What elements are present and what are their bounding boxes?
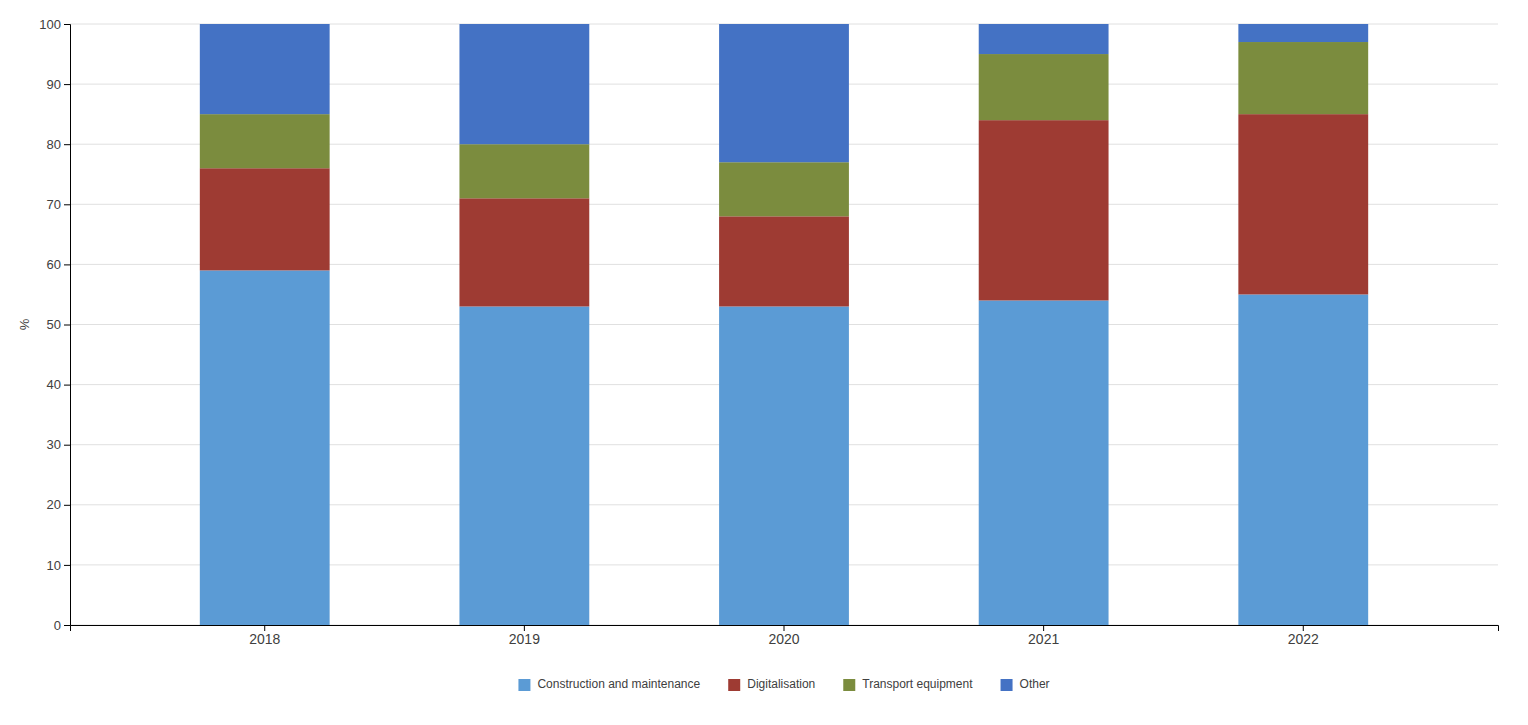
x-tick: 2021 (1028, 625, 1059, 647)
y-tick-mark (64, 84, 70, 85)
y-tick: 80 (47, 137, 70, 152)
y-tick-mark (64, 204, 70, 205)
y-axis-line (64, 25, 71, 626)
legend: Construction and maintenance Digitalisati… (518, 677, 1049, 691)
bar (1238, 294, 1368, 625)
legend-swatch (728, 679, 740, 691)
y-tick-label: 30 (47, 437, 61, 452)
x-tick: 2022 (1288, 625, 1319, 647)
bar (719, 216, 849, 306)
y-tick-mark (64, 565, 70, 566)
y-tick: 90 (47, 77, 70, 92)
y-tick: 10 (47, 558, 70, 573)
legend-swatch (1001, 679, 1013, 691)
legend-item: Other (1001, 677, 1050, 691)
chart: 0102030405060708090100201820192020202120… (0, 0, 1528, 725)
legend-label: Transport equipment (862, 677, 973, 691)
bar (459, 144, 589, 198)
legend-swatch (518, 679, 530, 691)
legend-item: Transport equipment (843, 677, 973, 691)
legend-item: Construction and maintenance (518, 677, 700, 691)
x-tick: 2019 (509, 625, 540, 647)
legend-label: Digitalisation (747, 677, 815, 691)
y-tick-label: 20 (47, 497, 61, 512)
y-tick-mark (64, 264, 70, 265)
y-tick-mark (64, 24, 70, 25)
bar (1238, 114, 1368, 294)
y-tick: 50 (47, 317, 70, 332)
y-tick: 60 (47, 257, 70, 272)
bar (979, 300, 1109, 625)
y-tick-label: 90 (47, 77, 61, 92)
series-bars (200, 270, 1368, 625)
bar (200, 168, 330, 270)
y-axis-title: % (17, 318, 32, 330)
x-tick-label: 2022 (1288, 631, 1319, 647)
plot-area: 0102030405060708090100201820192020202120… (39, 17, 1498, 647)
bar (200, 114, 330, 168)
x-tick-label: 2018 (249, 631, 280, 647)
bar (979, 24, 1109, 54)
bars (200, 24, 1368, 625)
y-tick-label: 80 (47, 137, 61, 152)
y-tick-label: 0 (54, 618, 61, 633)
y-tick-mark (64, 625, 70, 626)
y-tick-label: 100 (39, 17, 61, 32)
x-tick: 2020 (768, 625, 799, 647)
y-tick: 100 (39, 17, 70, 32)
y-tick-label: 40 (47, 377, 61, 392)
bar (1238, 42, 1368, 114)
bar (459, 306, 589, 625)
bar (459, 24, 589, 144)
y-tick: 0 (54, 618, 70, 633)
y-tick-label: 50 (47, 317, 61, 332)
bar (1238, 24, 1368, 42)
y-tick-mark (64, 445, 70, 446)
legend-label: Other (1020, 677, 1050, 691)
grid (70, 24, 1498, 625)
bar (200, 270, 330, 625)
y-axis: 0 10 20 30 40 50 60 70 80 90 100 (39, 17, 70, 633)
x-tick-label: 2021 (1028, 631, 1059, 647)
bar (979, 54, 1109, 120)
bar (719, 306, 849, 625)
x-tick-label: 2020 (768, 631, 799, 647)
bar (200, 24, 330, 114)
x-tick-label: 2019 (509, 631, 540, 647)
y-tick-mark (64, 144, 70, 145)
bar (459, 198, 589, 306)
y-tick: 30 (47, 437, 70, 452)
legend-item: Digitalisation (728, 677, 815, 691)
x-tick: 2018 (249, 625, 280, 647)
bar (979, 120, 1109, 300)
y-tick-mark (64, 505, 70, 506)
y-tick-mark (64, 325, 70, 326)
x-axis: 2018 2019 2020 2021 2022 (71, 625, 1499, 647)
bar (719, 162, 849, 216)
legend-label: Construction and maintenance (537, 677, 700, 691)
y-tick-label: 60 (47, 257, 61, 272)
legend-swatch (843, 679, 855, 691)
y-tick: 40 (47, 377, 70, 392)
y-tick: 70 (47, 197, 70, 212)
series-bars (200, 24, 1368, 162)
y-tick-mark (64, 385, 70, 386)
y-tick-label: 10 (47, 558, 61, 573)
bar (719, 24, 849, 162)
y-tick-label: 70 (47, 197, 61, 212)
y-tick: 20 (47, 497, 70, 512)
